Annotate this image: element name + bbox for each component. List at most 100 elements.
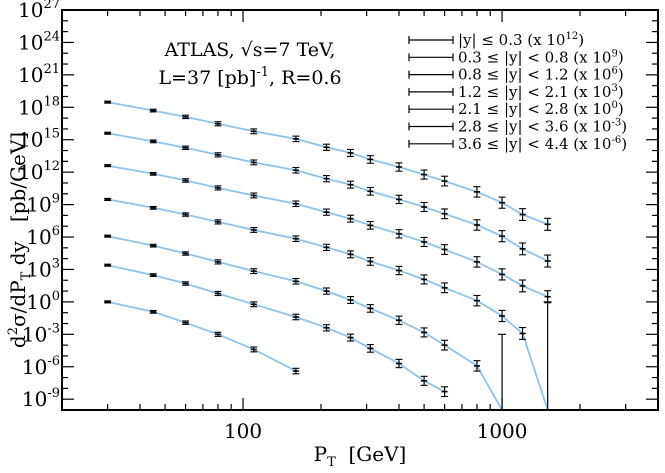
- series-1-point-13: [498, 230, 506, 243]
- series-3-curve: [107, 198, 549, 411]
- series-1-point-1: [149, 139, 157, 144]
- y-tick-label-1: 10-6: [22, 354, 60, 379]
- series-1-point-8: [366, 186, 374, 196]
- series-0-point-10: [420, 169, 428, 180]
- series-4-point-13: [498, 333, 507, 410]
- legend-item-1: 0.3 ≤ |y| < 0.8 (x 109): [408, 48, 624, 66]
- legend-label: 2.8 ≤ |y| < 3.6 (x 10-3): [458, 118, 627, 136]
- series-4-point-7: [347, 295, 355, 304]
- series-3-point-4: [250, 227, 258, 233]
- series-0-point-5: [292, 135, 300, 143]
- series-4-point-0: [104, 234, 112, 238]
- series-4-point-11: [441, 339, 449, 351]
- y-tick-label-5: 106: [26, 224, 60, 249]
- series-0-point-9: [395, 162, 403, 172]
- y-axis-title: d2σ/dPT dy [pb/GeV]: [6, 132, 34, 348]
- series-3-point-3: [214, 219, 222, 225]
- series-0-point-7: [347, 148, 355, 157]
- y-tick-label-12: 1027: [18, 0, 60, 22]
- series-5-point-11: [441, 386, 449, 398]
- legend-item-4: 2.1 ≤ |y| < 2.8 (x 100): [408, 100, 624, 118]
- series-2-point-14: [519, 279, 527, 293]
- series-2-point-8: [366, 221, 374, 230]
- legend-item-3: 1.2 ≤ |y| < 2.1 (x 103): [408, 83, 624, 101]
- series-3-point-6: [323, 243, 331, 252]
- series-0-point-13: [498, 196, 506, 209]
- series-4-point-1: [149, 243, 157, 248]
- legend-label: 0.8 ≤ |y| < 1.2 (x 106): [458, 66, 624, 84]
- y-tick-label-0: 10-9: [22, 386, 60, 411]
- series-2-point-9: [395, 229, 403, 239]
- series-3-point-1: [149, 205, 157, 210]
- series-3-point-7: [347, 250, 355, 259]
- series-4-point-6: [323, 287, 331, 295]
- series-1-point-9: [395, 194, 403, 205]
- y-tick-label-3: 100: [26, 289, 60, 314]
- legend-label: |y| ≤ 0.3 (x 1012): [458, 31, 584, 49]
- y-tick-label-8: 1015: [18, 127, 60, 152]
- series-2-point-6: [323, 208, 331, 216]
- series-4-point-12: [473, 360, 481, 372]
- series-4-point-8: [366, 304, 374, 313]
- series-3-point-10: [420, 274, 428, 285]
- series-3-point-15: [543, 301, 552, 410]
- series-4-point-4: [250, 268, 258, 275]
- x-axis-title: PT [GeV]: [314, 442, 407, 470]
- plot-frame: [61, 9, 659, 411]
- series-0-point-4: [250, 128, 258, 135]
- series-3-point-12: [473, 294, 481, 307]
- series-1-point-2: [182, 145, 190, 151]
- x-tick-label-1: 1000: [477, 419, 528, 443]
- series-3-point-8: [366, 257, 374, 266]
- y-tick-label-4: 103: [26, 256, 60, 281]
- series-2-point-7: [347, 214, 355, 223]
- annotation-line-2: L=37 [pb]-1, R=0.6: [158, 65, 341, 89]
- series-6-point-0: [104, 300, 112, 304]
- series-1-point-11: [441, 208, 449, 220]
- series-3-point-0: [104, 197, 112, 201]
- series-0-point-1: [149, 108, 157, 113]
- y-tick-label-7: 1012: [18, 159, 60, 184]
- series-6-point-2: [182, 320, 190, 325]
- series-2-point-4: [250, 192, 258, 199]
- series-1-point-12: [473, 219, 481, 231]
- y-tick-label-6: 109: [26, 192, 60, 217]
- series-2-point-12: [473, 256, 481, 268]
- legend-label: 0.3 ≤ |y| < 0.8 (x 109): [458, 48, 624, 66]
- series-0-point-11: [441, 175, 449, 187]
- series-0-point-8: [366, 155, 374, 164]
- series-1-point-15: [544, 254, 552, 268]
- ticks-layer: 100 1000 10-9 10-6 10-3 100 103 106 109 1012 1015 1…: [18, 0, 659, 443]
- series-6-point-5: [292, 367, 300, 375]
- y-tick-label-2: 10-3: [22, 321, 60, 346]
- series-5-point-0: [104, 263, 112, 267]
- series-1-point-3: [214, 152, 222, 158]
- x-tick-label-0: 100: [224, 419, 262, 443]
- series-5-point-3: [214, 290, 222, 297]
- legend-label: 3.6 ≤ |y| < 4.4 (x 10-6): [458, 135, 627, 153]
- series-1-point-10: [420, 201, 428, 213]
- series-5-point-7: [347, 333, 355, 342]
- series-1-point-5: [292, 166, 300, 174]
- legend-item-2: 0.8 ≤ |y| < 1.2 (x 106): [408, 66, 624, 84]
- series-0-point-0: [104, 100, 112, 104]
- series-0-curve: [107, 101, 549, 226]
- series-3-point-9: [395, 265, 403, 276]
- series-2-point-2: [182, 178, 190, 183]
- series-2-point-3: [214, 185, 222, 191]
- series-1-point-6: [323, 175, 331, 183]
- series-6-point-1: [149, 309, 157, 314]
- series-2-point-1: [149, 171, 157, 176]
- series-5-point-5: [292, 313, 300, 321]
- series-4-point-10: [420, 327, 428, 338]
- series-2-curve: [107, 164, 549, 298]
- series-4-point-9: [395, 315, 403, 325]
- series-0-point-15: [544, 217, 552, 231]
- legend-item-5: 2.8 ≤ |y| < 3.6 (x 10-3): [408, 118, 627, 136]
- legend-label: 1.2 ≤ |y| < 2.1 (x 103): [458, 83, 624, 101]
- series-4-point-3: [214, 259, 222, 265]
- series-layer: [104, 100, 552, 411]
- series-0-point-6: [323, 143, 331, 151]
- series-5-point-4: [250, 301, 258, 308]
- annotation-line-1: ATLAS, √s=7 TeV,: [164, 39, 336, 61]
